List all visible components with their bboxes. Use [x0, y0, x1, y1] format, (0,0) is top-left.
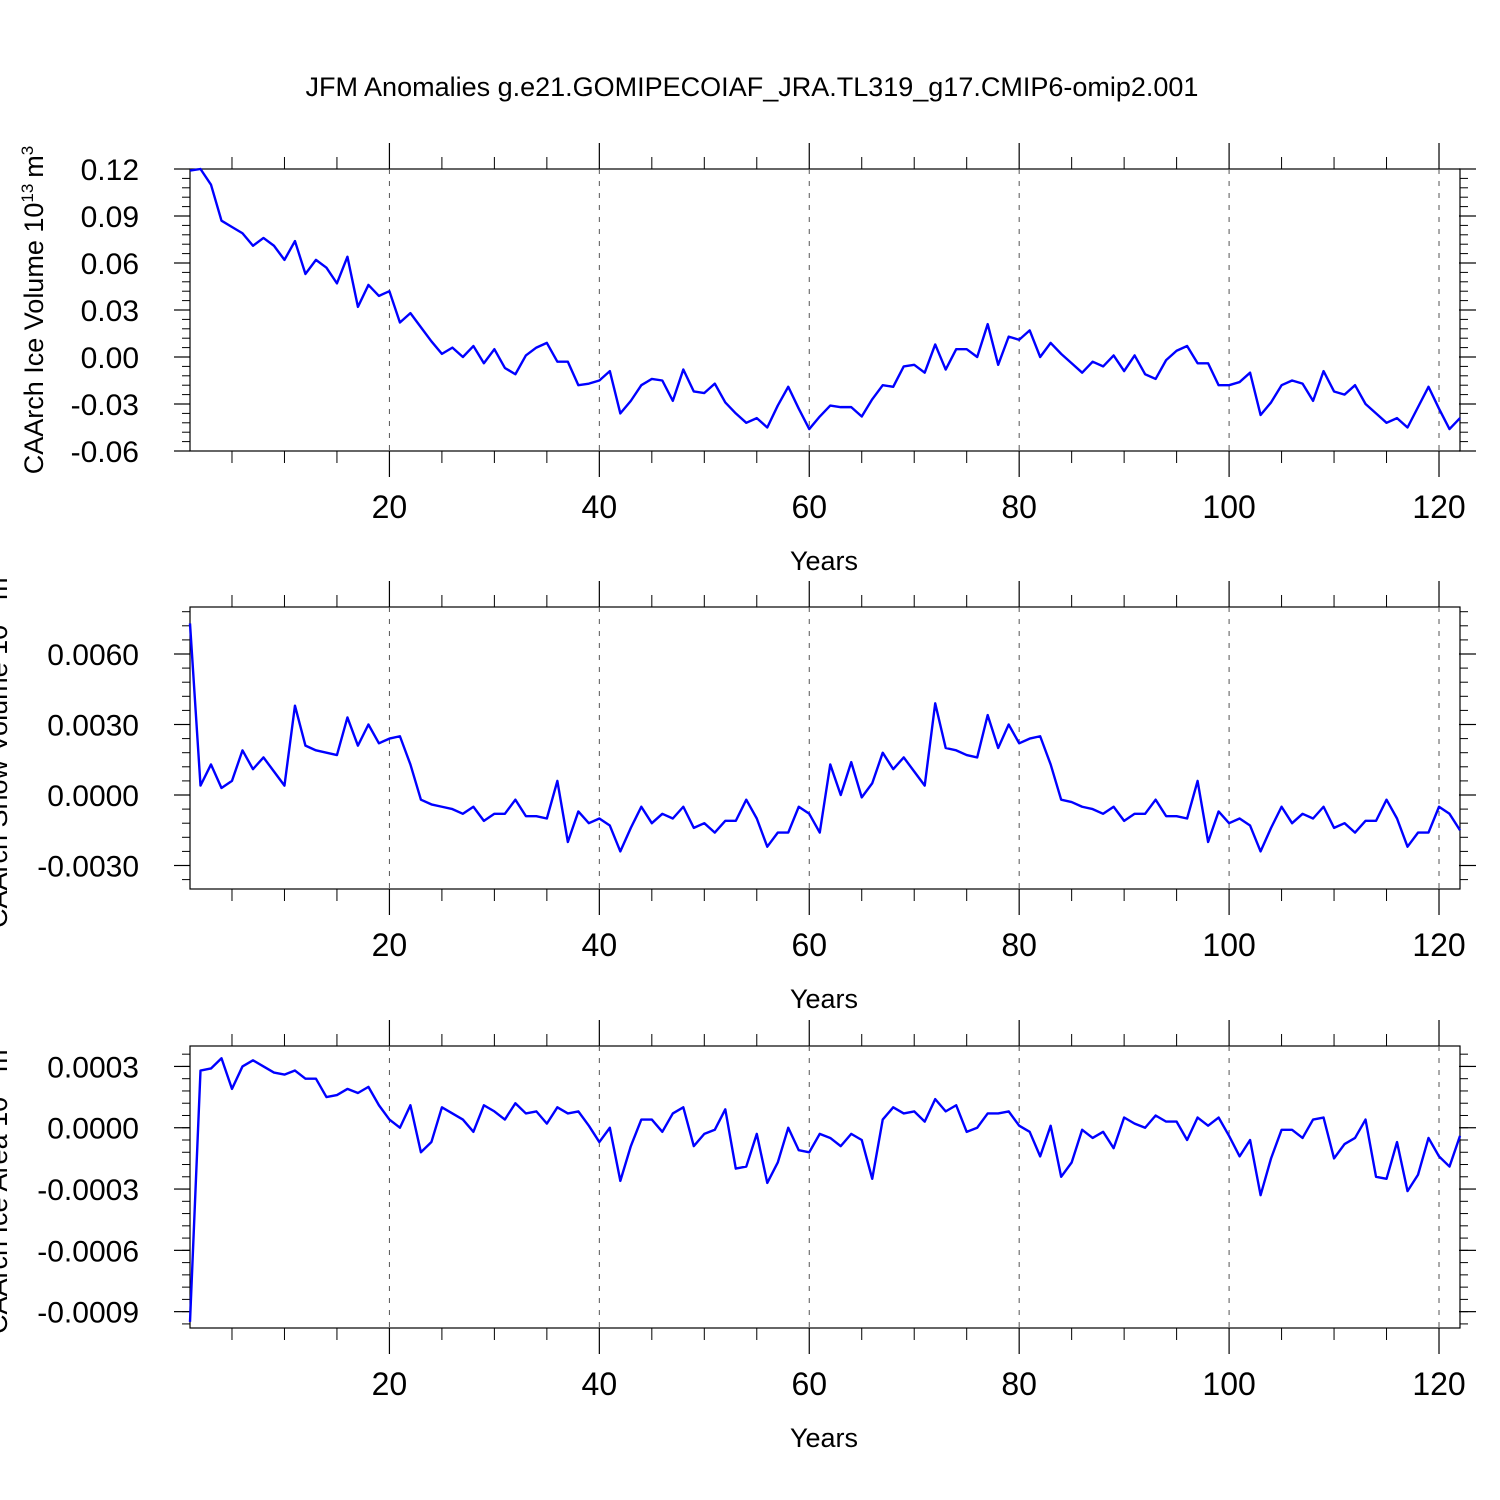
x-tick-label: 40 [582, 489, 618, 525]
y-tick-label: 0.03 [81, 295, 139, 328]
data-series-line [188, 1057, 1462, 1322]
y-tick-label: -0.0009 [37, 1297, 139, 1330]
xlabel: Years [790, 1423, 858, 1453]
y-tick-label: -0.0030 [37, 851, 139, 884]
xlabel: Years [790, 546, 858, 576]
y-tick-label: -0.06 [71, 436, 139, 469]
y-tick-label: 0.0060 [47, 639, 139, 672]
ylabel-exp: 13 [0, 1078, 1, 1097]
x-tick-label: 20 [372, 927, 408, 963]
x-tick-label: 60 [791, 1366, 827, 1402]
y-tick-label: -0.0006 [37, 1235, 139, 1268]
ylabel-exp: 13 [0, 606, 1, 625]
ylabel-unit-exp: 3 [18, 146, 37, 155]
ylabel-main: CAArch Ice Area 10 [0, 1097, 13, 1334]
xlabel: Years [790, 984, 858, 1014]
x-tick-label: 120 [1412, 1366, 1465, 1402]
ylabel: CAArch Snow Volume 1013 m3 [0, 568, 13, 928]
x-tick-label: 100 [1202, 1366, 1255, 1402]
x-tick-label: 20 [372, 489, 408, 525]
y-tick-label: 0.06 [81, 248, 139, 281]
ylabel-unit: m [0, 1049, 13, 1072]
data-series-line [188, 623, 1462, 853]
y-tick-label: 0.0000 [47, 1113, 139, 1146]
ylabel-unit-exp: 2 [0, 1040, 1, 1049]
plot-frame [189, 168, 1461, 452]
x-tick-label: 40 [582, 927, 618, 963]
ylabel-unit: m [19, 155, 49, 178]
panel-snow-volume: CAArch Snow Volume 1013 m3 Years 20 40 60 80… [0, 568, 1476, 1014]
data-series-line [189, 167, 1461, 431]
plot-frame [189, 606, 1461, 890]
x-tick-label: 80 [1001, 1366, 1037, 1402]
panel-ice-volume: CAArch Ice Volume 1013 m3 Years 20 40 60 80 1… [18, 143, 1476, 576]
x-tick-label: 20 [372, 1366, 408, 1402]
y-tick-label: -0.0003 [37, 1174, 139, 1207]
y-tick-label: 0.0030 [47, 710, 139, 743]
ylabel-main: CAArch Snow Volume 10 [0, 625, 13, 928]
x-tick-label: 80 [1001, 489, 1037, 525]
y-tick-label: 0.0003 [47, 1051, 139, 1084]
y-tick-label: 0.0000 [47, 780, 139, 813]
x-tick-label: 60 [791, 927, 827, 963]
y-tick-label: 0.12 [81, 154, 139, 187]
x-tick-label: 80 [1001, 927, 1037, 963]
x-tick-label: 100 [1202, 489, 1255, 525]
ylabel-unit-exp: 3 [0, 568, 1, 577]
ylabel-exp: 13 [18, 184, 37, 203]
chart-title: JFM Anomalies g.e21.GOMIPECOIAF_JRA.TL31… [306, 72, 1199, 102]
x-tick-label: 120 [1412, 927, 1465, 963]
y-tick-label: -0.03 [71, 389, 139, 422]
x-tick-label: 40 [582, 1366, 618, 1402]
x-tick-label: 60 [791, 489, 827, 525]
ylabel: CAArch Ice Volume 1013 m3 [18, 146, 49, 475]
ylabel: CAArch Ice Area 1013 m2 [0, 1040, 13, 1334]
x-tick-label: 100 [1202, 927, 1255, 963]
y-tick-label: 0.09 [81, 201, 139, 234]
y-tick-label: 0.00 [81, 342, 139, 375]
panel-ice-area: CAArch Ice Area 1013 m2 Years 20 40 60 80 100… [0, 1020, 1476, 1453]
ylabel-unit: m [0, 577, 13, 600]
ylabel-main: CAArch Ice Volume 10 [19, 203, 49, 475]
plot-frame [189, 1045, 1461, 1329]
x-tick-label: 120 [1412, 489, 1465, 525]
